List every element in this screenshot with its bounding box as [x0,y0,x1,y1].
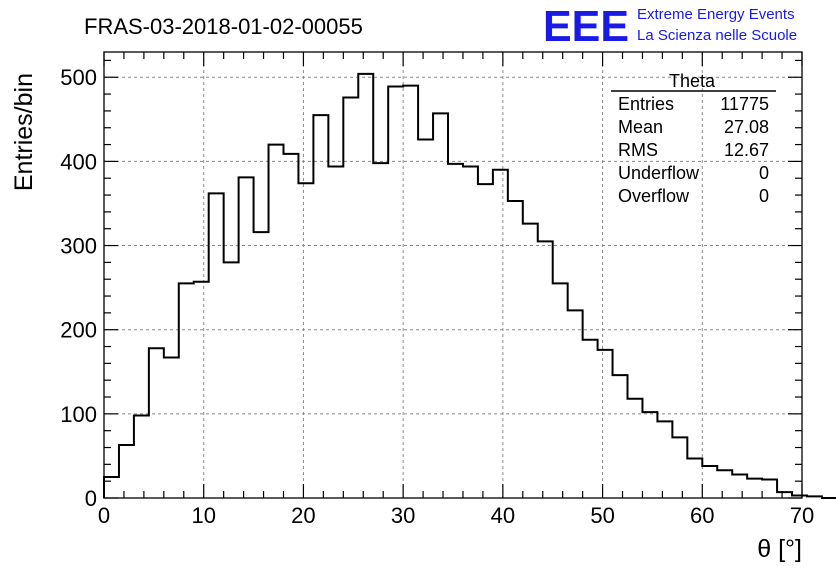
histogram-bin [702,466,717,498]
histogram-bin [598,350,613,498]
stats-label-rms: RMS [618,140,658,160]
histogram-bin [538,241,553,498]
histogram-bins [103,72,836,499]
chart-title: FRAS-03-2018-01-02-00055 [84,14,363,39]
histogram-bin [194,282,209,498]
x-tick-label: 40 [491,503,515,528]
stats-value-entries: 11775 [720,94,769,114]
x-tick-label: 20 [291,503,315,528]
histogram-bin [463,166,478,498]
x-tick-label: 60 [690,503,714,528]
x-tick-label: 10 [191,503,215,528]
y-tick-label: 100 [60,402,97,427]
histogram-bin [104,477,119,498]
y-tick-label: 0 [85,486,97,511]
histogram-bin [583,340,598,498]
histogram-bin [209,193,224,498]
y-tick-label: 200 [60,318,97,343]
eee-logo-line1: Extreme Energy Events [637,6,795,23]
histogram-bin [298,183,313,498]
histogram-bin [388,87,403,498]
histogram-bin [119,445,134,498]
histogram-bin [508,201,523,498]
histogram-bin [418,140,433,498]
histogram-bin [224,262,239,498]
histogram-bin [762,479,777,498]
x-tick-label: 30 [391,503,415,528]
histogram-bin [164,357,179,498]
grid-lines [104,52,802,498]
histogram-bin [493,170,508,498]
x-tick-label: 70 [790,503,814,528]
stats-label-overflow: Overflow [618,186,690,206]
histogram-bin [732,474,747,498]
histogram-bin [448,164,463,498]
stats-value-overflow: 0 [759,186,769,206]
histogram-bin [254,232,269,498]
histogram-bin [343,97,358,498]
histogram-bin [283,154,298,498]
stats-value-underflow: 0 [759,163,769,183]
histogram-bin [642,412,657,498]
histogram-bin [747,479,762,498]
x-axis-label: θ [°] [757,535,802,563]
stats-label-entries: Entries [618,94,674,114]
histogram-bin [657,421,672,498]
stats-box: Theta Entries 11775 Mean 27.08 RMS 12.67… [611,71,776,206]
plot-frame [103,51,803,499]
stats-label-mean: Mean [618,117,663,137]
histogram-bin [328,166,343,498]
histogram-bin [433,113,448,498]
histogram-bin [134,416,149,498]
histogram-bin [179,283,194,498]
y-axis-label: Entries/bin [10,73,38,191]
histogram-bin [269,145,284,498]
stats-value-mean: 27.08 [724,117,769,137]
eee-logo-mark: EEE [543,2,629,51]
histogram-bin [553,283,568,498]
histogram-bin [373,163,388,498]
stats-value-rms: 12.67 [724,140,769,160]
y-tick-label: 400 [60,149,97,174]
eee-logo: EEE Extreme Energy Events La Scienza nel… [543,2,797,51]
histogram-bin [358,74,373,498]
histogram-bin [717,470,732,498]
histogram-bin [613,375,628,498]
histogram-bin [672,437,687,498]
histogram-bin [478,184,493,498]
stats-label-underflow: Underflow [618,163,700,183]
histogram-bin [523,224,538,498]
tick-labels: 0 10 20 30 40 50 60 70 0 100 200 300 400 500 [60,65,814,528]
eee-logo-line2: La Scienza nelle Scuole [637,27,797,44]
histogram-bin [687,458,702,498]
histogram-bin [568,310,583,498]
histogram-bin [149,348,164,498]
histogram-bin [628,399,643,498]
y-tick-label: 300 [60,234,97,259]
stats-box-title: Theta [669,71,716,91]
histogram-outline [103,72,836,499]
x-tick-label: 0 [98,503,110,528]
x-tick-label: 50 [590,503,614,528]
histogram-bin [313,115,328,498]
histogram-bin [403,86,418,498]
y-tick-label: 500 [60,65,97,90]
histogram-bin [239,177,254,498]
